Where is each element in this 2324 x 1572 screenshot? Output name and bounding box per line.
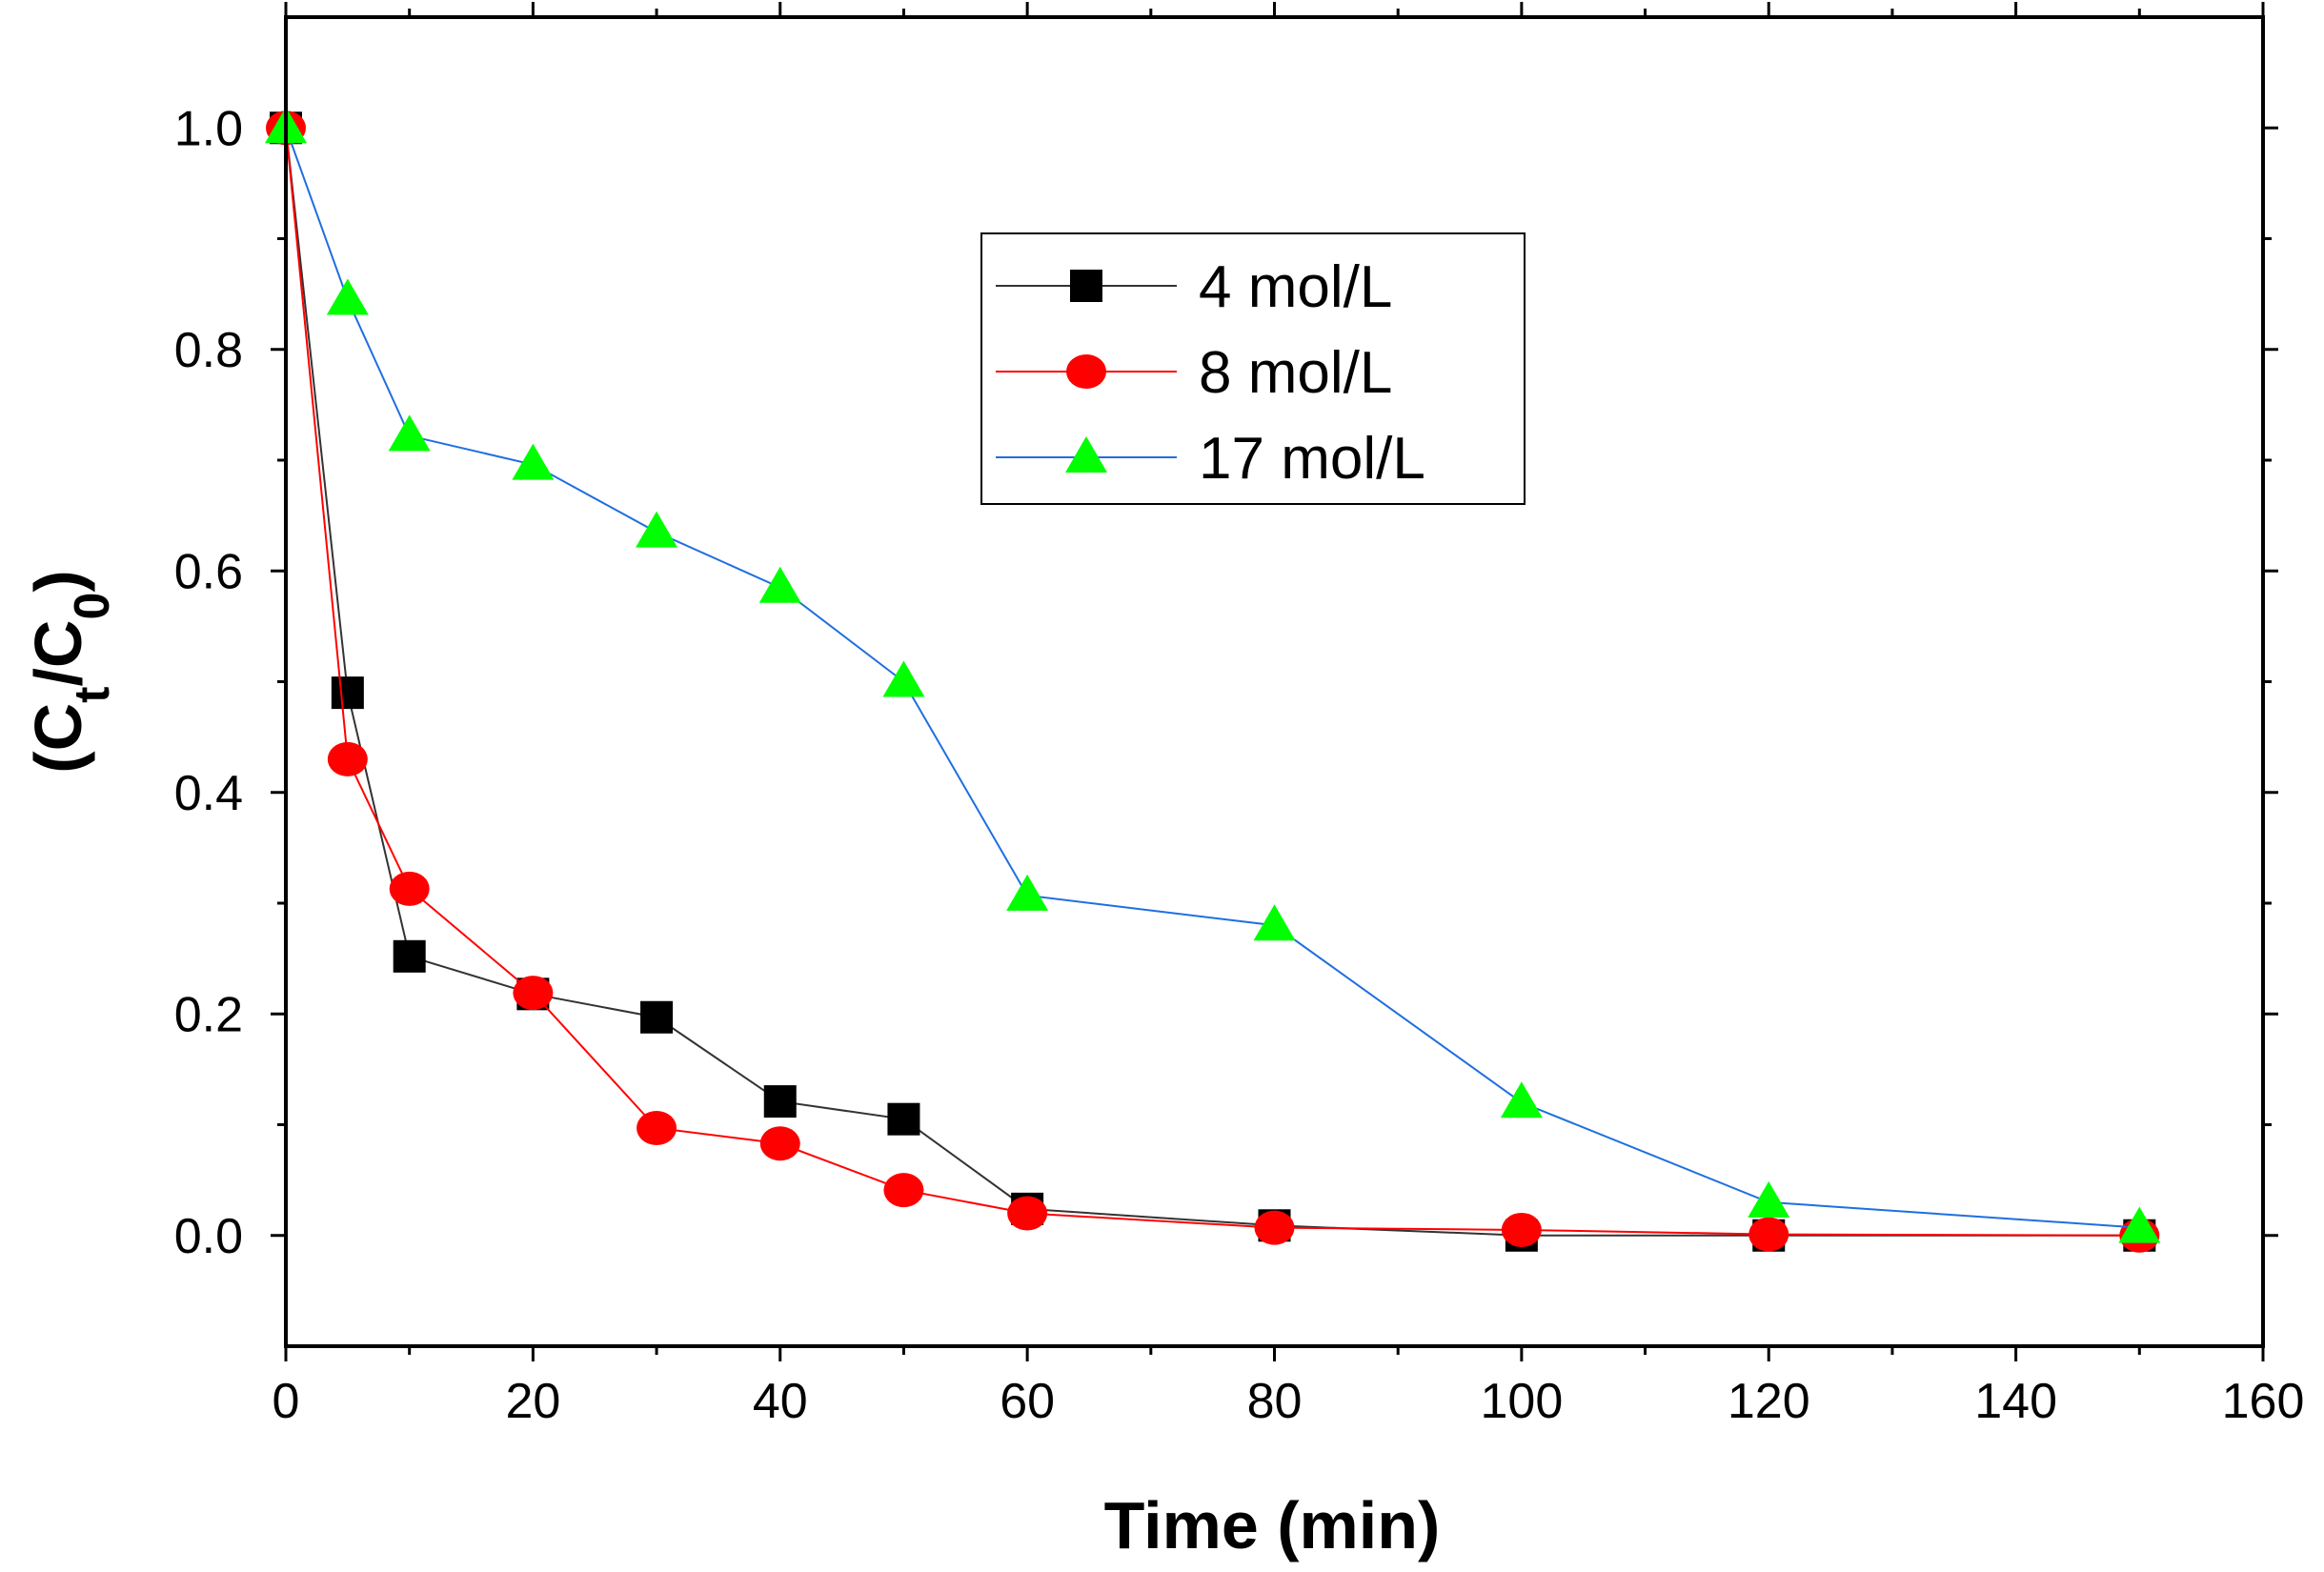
- legend-item-4mol: 4 mol/L: [996, 254, 1392, 320]
- data-point: [331, 676, 364, 710]
- legend-label-4mol: 4 mol/L: [1199, 254, 1392, 320]
- data-point: [1501, 1212, 1542, 1247]
- data-point: [327, 741, 368, 776]
- data-point: [1254, 1210, 1295, 1245]
- data-point: [883, 1173, 924, 1208]
- y-axis-title-text: (Ct/C0): [21, 570, 120, 773]
- data-point: [393, 939, 426, 973]
- y-tick-label: 0.6: [174, 544, 243, 599]
- data-point: [887, 1102, 920, 1136]
- data-point: [1007, 1196, 1048, 1231]
- axis-ticks: [271, 2, 2278, 1361]
- series-layer: [265, 107, 2161, 1253]
- data-point: [326, 278, 369, 315]
- x-tick-label: 40: [753, 1374, 808, 1429]
- data-point: [882, 660, 925, 697]
- legend-marker-square: [1070, 270, 1102, 302]
- legend-marker-circle: [1066, 354, 1106, 389]
- legend: 4 mol/L 8 mol/L 17 mol/L: [980, 232, 1526, 505]
- series-2: [265, 107, 2161, 1243]
- data-point: [388, 414, 431, 452]
- y-tick-label: 0.4: [174, 766, 243, 821]
- data-point: [1500, 1081, 1543, 1119]
- data-point: [759, 1126, 800, 1161]
- x-tick-label: 80: [1247, 1374, 1303, 1429]
- data-point: [758, 566, 801, 603]
- x-tick-label: 140: [1974, 1374, 2057, 1429]
- data-point: [1748, 1217, 1789, 1252]
- x-axis-title: Time (min): [1104, 1488, 1441, 1562]
- plot-frame: [284, 15, 2265, 1348]
- series-line: [285, 128, 2140, 1237]
- legend-item-17mol: 17 mol/L: [996, 426, 1425, 492]
- data-point: [389, 871, 430, 906]
- y-tick-label: 1.0: [174, 101, 243, 156]
- x-tick-label: 20: [505, 1374, 560, 1429]
- legend-marker-triangle: [1065, 436, 1107, 473]
- y-tick-label: 0.2: [174, 987, 243, 1042]
- tick-labels: 0 20 40 60 80 100 120 140 160 0.0 0.2 0.4 0.6 0.8 1.0: [174, 101, 2305, 1429]
- x-tick-label: 160: [2222, 1374, 2305, 1429]
- x-tick-label: 100: [1480, 1374, 1563, 1429]
- data-point: [640, 1000, 674, 1034]
- x-tick-label: 60: [1000, 1374, 1055, 1429]
- legend-label-17mol: 17 mol/L: [1199, 426, 1425, 492]
- series-line: [285, 128, 2140, 1237]
- y-tick-label: 0.8: [174, 323, 243, 378]
- data-point: [1006, 874, 1049, 911]
- data-point: [513, 976, 554, 1011]
- data-point: [636, 511, 678, 548]
- data-point: [1748, 1180, 1790, 1218]
- data-point: [2118, 1206, 2161, 1243]
- legend-label-8mol: 8 mol/L: [1199, 340, 1392, 406]
- legend-item-8mol: 8 mol/L: [996, 340, 1392, 406]
- series-1: [266, 111, 2160, 1253]
- data-point: [637, 1110, 677, 1145]
- data-point: [512, 443, 555, 480]
- data-point: [763, 1085, 797, 1119]
- data-point: [1253, 904, 1296, 941]
- y-axis-title: (Ct/C0): [21, 570, 120, 773]
- series-line: [285, 127, 2140, 1229]
- y-tick-label: 0.0: [174, 1209, 243, 1264]
- x-tick-label: 0: [273, 1374, 300, 1429]
- x-tick-label: 120: [1728, 1374, 1810, 1429]
